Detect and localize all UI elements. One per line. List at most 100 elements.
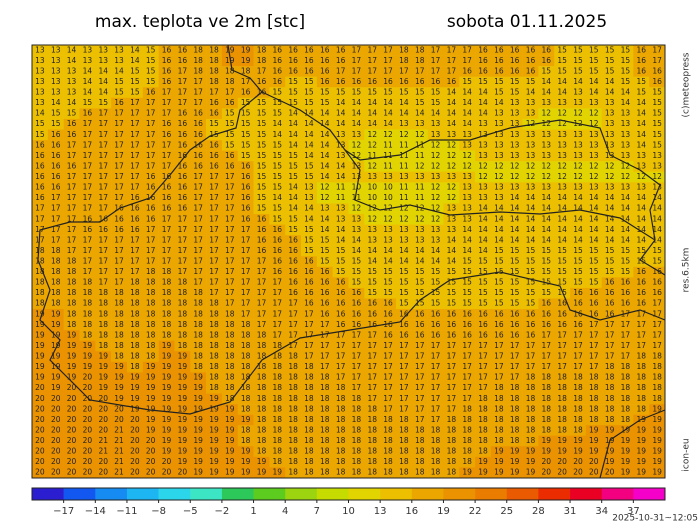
temperature: 16 bbox=[130, 193, 140, 202]
cell-bg bbox=[633, 266, 650, 278]
temperature: 13 bbox=[415, 172, 425, 181]
temperature: 17 bbox=[162, 109, 172, 118]
temperature: 19 bbox=[146, 404, 156, 413]
cell-bg bbox=[111, 118, 128, 130]
temperature: 19 bbox=[273, 468, 283, 477]
cell-bg bbox=[142, 361, 159, 373]
cell-bg bbox=[301, 340, 318, 352]
temperature: 20 bbox=[130, 447, 140, 456]
temperature: 15 bbox=[352, 267, 362, 276]
temperature: 18 bbox=[557, 383, 567, 392]
cell-bg bbox=[269, 150, 286, 162]
cell-bg bbox=[206, 161, 223, 173]
temperature: 16 bbox=[67, 119, 77, 128]
temperature: 16 bbox=[621, 299, 631, 308]
temperature: 17 bbox=[273, 278, 283, 287]
cell-bg bbox=[301, 330, 318, 342]
cell-bg bbox=[475, 467, 492, 479]
temperature: 12 bbox=[621, 172, 631, 181]
temperature: 16 bbox=[193, 109, 203, 118]
temperature: 21 bbox=[98, 447, 108, 456]
temperature: 14 bbox=[636, 130, 646, 139]
cell-bg bbox=[459, 256, 476, 268]
temperature: 17 bbox=[193, 214, 203, 223]
temperature: 12 bbox=[526, 161, 536, 170]
cell-bg bbox=[301, 456, 318, 468]
temperature: 16 bbox=[288, 235, 298, 244]
temperature: 14 bbox=[621, 235, 631, 244]
cell-bg bbox=[142, 76, 159, 88]
temperature: 20 bbox=[83, 447, 93, 456]
temperature: 14 bbox=[573, 235, 583, 244]
cell-bg bbox=[253, 235, 270, 246]
cell-bg bbox=[206, 192, 223, 204]
cell-bg bbox=[411, 256, 428, 268]
temperature: 19 bbox=[83, 352, 93, 361]
cell-bg bbox=[237, 224, 254, 236]
temperature: 14 bbox=[478, 246, 488, 255]
cell-bg bbox=[538, 55, 555, 67]
temperature: 14 bbox=[557, 235, 567, 244]
cell-bg bbox=[158, 456, 175, 468]
temperature: 18 bbox=[336, 457, 346, 466]
temperature: 13 bbox=[478, 193, 488, 202]
cell-bg bbox=[126, 298, 144, 310]
cell-bg bbox=[443, 404, 460, 415]
cell-bg bbox=[395, 161, 413, 173]
cell-bg bbox=[206, 213, 223, 225]
cell-bg bbox=[522, 76, 539, 88]
temperature: 17 bbox=[383, 352, 393, 361]
cell-bg bbox=[554, 361, 571, 373]
temperature: 18 bbox=[146, 330, 156, 339]
temperature: 16 bbox=[67, 130, 77, 139]
cell-bg bbox=[332, 256, 349, 268]
cell-bg bbox=[364, 456, 381, 468]
cell-bg bbox=[538, 393, 555, 405]
temperature: 18 bbox=[636, 373, 646, 382]
cell-bg bbox=[206, 55, 223, 67]
cell-bg bbox=[554, 87, 571, 99]
temperature: 15 bbox=[114, 77, 124, 86]
temperature: 17 bbox=[98, 267, 108, 276]
temperature: 16 bbox=[494, 45, 504, 54]
cell-bg bbox=[601, 361, 618, 373]
temperature: 19 bbox=[589, 436, 599, 445]
temperature: 14 bbox=[605, 77, 615, 86]
temperature: 16 bbox=[273, 45, 283, 54]
cell-bg bbox=[63, 372, 80, 384]
cell-bg bbox=[95, 287, 112, 299]
temperature: 17 bbox=[447, 362, 457, 371]
temperature: 16 bbox=[241, 161, 251, 170]
cell-bg bbox=[475, 446, 492, 458]
cell-bg bbox=[459, 425, 476, 437]
temperature: 17 bbox=[178, 225, 188, 234]
temperature: 17 bbox=[652, 309, 662, 318]
cell-bg bbox=[237, 340, 254, 352]
cell-bg bbox=[332, 150, 349, 162]
temperature: 18 bbox=[526, 373, 536, 382]
temperature: 17 bbox=[352, 362, 362, 371]
temperature: 19 bbox=[636, 457, 646, 466]
cell-bg bbox=[633, 118, 650, 130]
temperature: 15 bbox=[383, 267, 393, 276]
date: sobota 01.11.2025 bbox=[447, 12, 607, 32]
temperature: 18 bbox=[51, 288, 61, 297]
cell-bg bbox=[221, 309, 239, 320]
cell-bg bbox=[380, 108, 397, 120]
temperature: 17 bbox=[589, 352, 599, 361]
temperature: 17 bbox=[130, 257, 140, 266]
temperature: 17 bbox=[193, 267, 203, 276]
cell-bg bbox=[348, 203, 365, 215]
temperature: 19 bbox=[114, 394, 124, 403]
temperature: 18 bbox=[526, 415, 536, 424]
cell-bg bbox=[585, 298, 602, 310]
cell-bg bbox=[221, 97, 239, 109]
temperature: 17 bbox=[383, 362, 393, 371]
temperature: 15 bbox=[399, 299, 409, 308]
cell-bg bbox=[174, 456, 191, 468]
temperature: 18 bbox=[35, 267, 45, 276]
cell-bg bbox=[554, 118, 571, 130]
cell-bg bbox=[554, 129, 571, 141]
cell-bg bbox=[221, 435, 239, 447]
cell-bg bbox=[570, 467, 587, 479]
